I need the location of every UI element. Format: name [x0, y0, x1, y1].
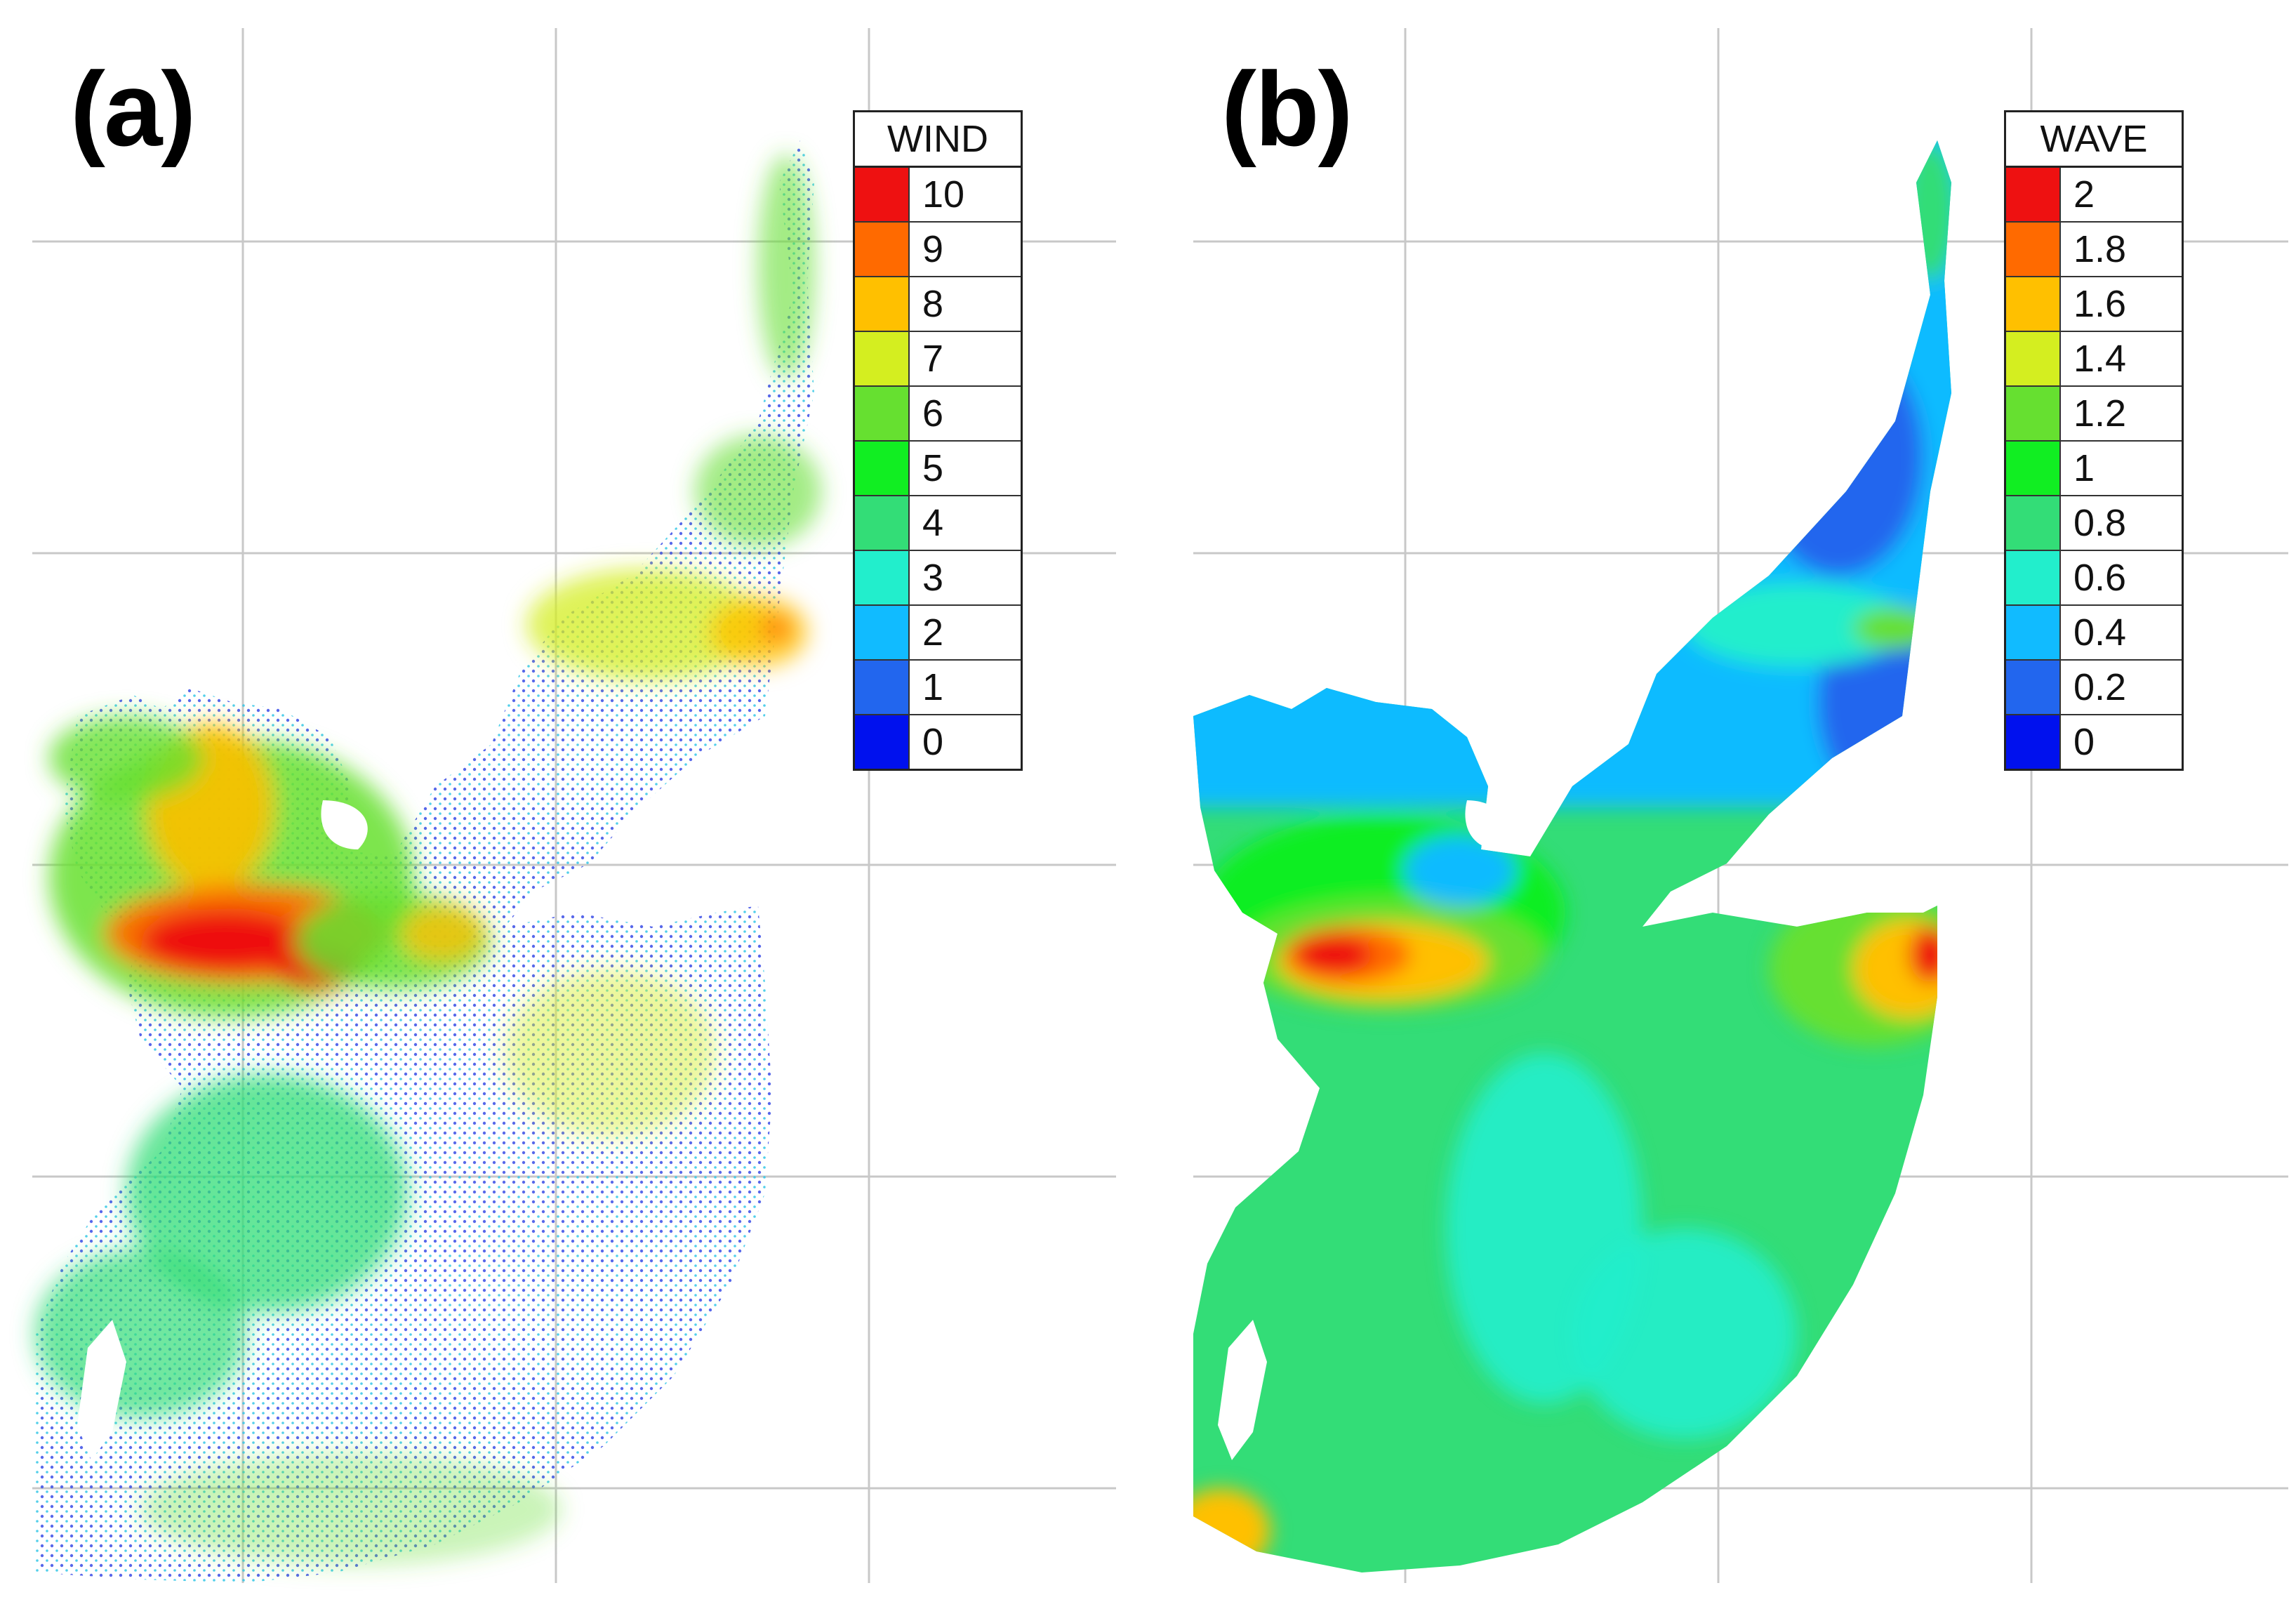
legend-row: 0.6 [2006, 551, 2182, 606]
legend-value: 2 [922, 611, 944, 654]
legend-row: 6 [855, 387, 1021, 442]
legend-row: 9 [855, 223, 1021, 277]
legend-value: 1.8 [2073, 228, 2127, 270]
wind-map-panel: (a) WIND 10 9 8 7 6 5 4 3 2 1 0 [0, 0, 1123, 1609]
legend-value: 2 [2073, 173, 2095, 216]
panel-label-b: (b) [1221, 50, 1353, 168]
wind-map [32, 28, 1116, 1583]
legend-value: 0 [2073, 721, 2095, 763]
legend-value: 1 [2073, 447, 2095, 489]
legend-row: 1 [855, 661, 1021, 715]
legend-value: 5 [922, 447, 944, 489]
legend-row: 8 [855, 277, 1021, 332]
legend-swatch [2006, 661, 2061, 714]
legend-row: 0 [2006, 715, 2182, 769]
legend-swatch [855, 442, 910, 495]
legend-swatch [855, 496, 910, 550]
legend-value: 0.6 [2073, 557, 2127, 599]
legend-value: 1.2 [2073, 392, 2127, 435]
legend-swatch [855, 387, 910, 440]
legend-value: 9 [922, 228, 944, 270]
legend-row: 0 [855, 715, 1021, 769]
legend-value: 4 [922, 502, 944, 544]
legend-value: 7 [922, 338, 944, 380]
legend-row: 2 [855, 606, 1021, 661]
island-shape [1218, 1320, 1267, 1460]
legend-value: 0.2 [2073, 666, 2127, 708]
legend-row: 1.8 [2006, 223, 2182, 277]
legend-value: 6 [922, 392, 944, 435]
legend-row: 1.2 [2006, 387, 2182, 442]
legend-rows: 2 1.8 1.6 1.4 1.2 1 0.8 0.6 0.4 0.2 0 [2006, 168, 2182, 769]
legend-row: 0.8 [2006, 496, 2182, 551]
wave-map [1193, 28, 2288, 1583]
legend-value: 1 [922, 666, 944, 708]
legend-swatch [855, 168, 910, 221]
legend-swatch [2006, 551, 2061, 604]
legend-swatch [855, 606, 910, 659]
legend-swatch [855, 277, 910, 331]
legend-row: 3 [855, 551, 1021, 606]
wave-legend: WAVE 2 1.8 1.6 1.4 1.2 1 0.8 0.6 0.4 0.2 0 [2004, 110, 2184, 771]
legend-swatch [2006, 387, 2061, 440]
legend-value: 1.4 [2073, 338, 2127, 380]
legend-row: 2 [2006, 168, 2182, 223]
legend-row: 5 [855, 442, 1021, 496]
land-shape [1465, 800, 1506, 849]
legend-swatch [2006, 442, 2061, 495]
legend-row: 1.4 [2006, 332, 2182, 387]
legend-swatch [855, 223, 910, 276]
legend-swatch [855, 551, 910, 604]
wave-map-panel: (b) WAVE 2 1.8 1.6 1.4 1.2 1 0.8 0.6 0.4 0.2 0 [1151, 0, 2296, 1609]
legend-swatch [855, 332, 910, 385]
wind-intensity [35, 154, 821, 1565]
legend-row: 7 [855, 332, 1021, 387]
legend-value: 0.8 [2073, 502, 2127, 544]
legend-value: 0 [922, 721, 944, 763]
legend-row: 0.2 [2006, 661, 2182, 715]
legend-value: 8 [922, 283, 944, 325]
legend-row: 10 [855, 168, 1021, 223]
legend-swatch [2006, 606, 2061, 659]
legend-value: 10 [922, 173, 965, 216]
legend-value: 1.6 [2073, 283, 2127, 325]
legend-swatch [855, 661, 910, 714]
legend-row: 1.6 [2006, 277, 2182, 332]
legend-swatch [2006, 223, 2061, 276]
legend-row: 1 [2006, 442, 2182, 496]
legend-value: 0.4 [2073, 611, 2127, 654]
legend-rows: 10 9 8 7 6 5 4 3 2 1 0 [855, 168, 1021, 769]
legend-row: 0.4 [2006, 606, 2182, 661]
island-shape [77, 1320, 126, 1460]
wind-legend: WIND 10 9 8 7 6 5 4 3 2 1 0 [853, 110, 1023, 771]
legend-title: WAVE [2006, 112, 2182, 168]
legend-row: 4 [855, 496, 1021, 551]
legend-value: 3 [922, 557, 944, 599]
legend-swatch [2006, 715, 2061, 769]
legend-swatch [2006, 496, 2061, 550]
panel-label-a: (a) [70, 50, 196, 168]
legend-swatch [2006, 277, 2061, 331]
legend-title: WIND [855, 112, 1021, 168]
legend-swatch [2006, 168, 2061, 221]
land-shape [321, 800, 368, 849]
legend-swatch [855, 715, 910, 769]
legend-swatch [2006, 332, 2061, 385]
